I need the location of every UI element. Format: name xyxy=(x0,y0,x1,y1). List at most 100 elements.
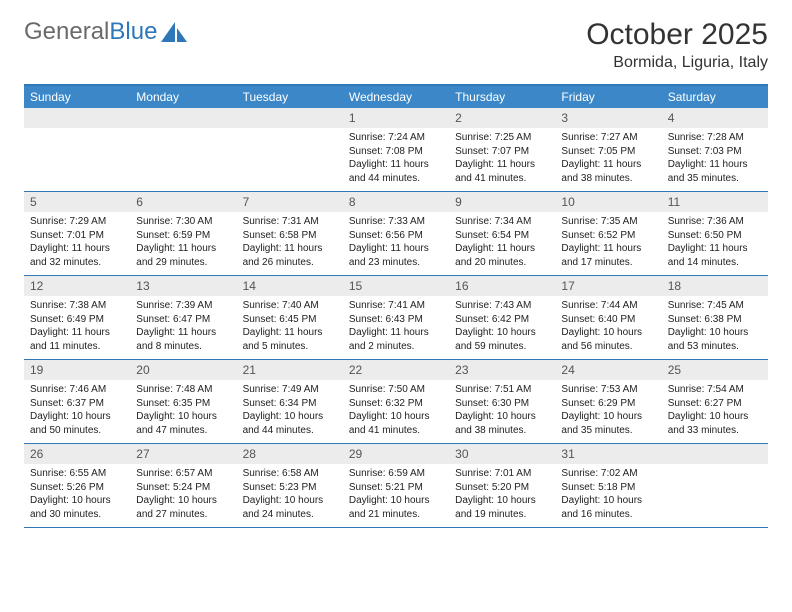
day-number: 16 xyxy=(449,276,555,296)
day-number: 4 xyxy=(662,108,768,128)
day-number: 21 xyxy=(237,360,343,380)
day-cell: 7Sunrise: 7:31 AMSunset: 6:58 PMDaylight… xyxy=(237,192,343,275)
daylight-text: Daylight: 10 hours and 19 minutes. xyxy=(455,494,549,521)
day-number: 31 xyxy=(555,444,661,464)
day-number: 3 xyxy=(555,108,661,128)
day-number: 1 xyxy=(343,108,449,128)
day-body: Sunrise: 7:25 AMSunset: 7:07 PMDaylight:… xyxy=(449,128,555,191)
day-number xyxy=(662,444,768,464)
day-number xyxy=(24,108,130,128)
day-number: 28 xyxy=(237,444,343,464)
sunrise-text: Sunrise: 7:48 AM xyxy=(136,383,230,397)
daylight-text: Daylight: 10 hours and 30 minutes. xyxy=(30,494,124,521)
daylight-text: Daylight: 11 hours and 14 minutes. xyxy=(668,242,762,269)
day-body: Sunrise: 7:51 AMSunset: 6:30 PMDaylight:… xyxy=(449,380,555,443)
daylight-text: Daylight: 11 hours and 5 minutes. xyxy=(243,326,337,353)
sunrise-text: Sunrise: 7:39 AM xyxy=(136,299,230,313)
day-number: 6 xyxy=(130,192,236,212)
sunset-text: Sunset: 6:56 PM xyxy=(349,229,443,243)
header: GeneralBlue October 2025 Bormida, Liguri… xyxy=(24,18,768,72)
daylight-text: Daylight: 10 hours and 44 minutes. xyxy=(243,410,337,437)
week-row: 1Sunrise: 7:24 AMSunset: 7:08 PMDaylight… xyxy=(24,108,768,192)
day-body: Sunrise: 7:44 AMSunset: 6:40 PMDaylight:… xyxy=(555,296,661,359)
day-cell xyxy=(237,108,343,191)
sunset-text: Sunset: 5:24 PM xyxy=(136,481,230,495)
sunset-text: Sunset: 5:21 PM xyxy=(349,481,443,495)
day-cell xyxy=(662,444,768,527)
month-title: October 2025 xyxy=(586,18,768,52)
day-number: 30 xyxy=(449,444,555,464)
day-number: 10 xyxy=(555,192,661,212)
day-number: 19 xyxy=(24,360,130,380)
sunrise-text: Sunrise: 7:51 AM xyxy=(455,383,549,397)
sunrise-text: Sunrise: 7:25 AM xyxy=(455,131,549,145)
day-header-sat: Saturday xyxy=(662,86,768,108)
day-header-row: Sunday Monday Tuesday Wednesday Thursday… xyxy=(24,86,768,108)
sunrise-text: Sunrise: 7:29 AM xyxy=(30,215,124,229)
sunset-text: Sunset: 7:03 PM xyxy=(668,145,762,159)
sunset-text: Sunset: 7:05 PM xyxy=(561,145,655,159)
week-row: 19Sunrise: 7:46 AMSunset: 6:37 PMDayligh… xyxy=(24,360,768,444)
day-body: Sunrise: 7:48 AMSunset: 6:35 PMDaylight:… xyxy=(130,380,236,443)
day-body: Sunrise: 7:50 AMSunset: 6:32 PMDaylight:… xyxy=(343,380,449,443)
sunrise-text: Sunrise: 7:44 AM xyxy=(561,299,655,313)
sunrise-text: Sunrise: 7:50 AM xyxy=(349,383,443,397)
day-number: 27 xyxy=(130,444,236,464)
day-number xyxy=(237,108,343,128)
daylight-text: Daylight: 11 hours and 44 minutes. xyxy=(349,158,443,185)
day-body: Sunrise: 7:53 AMSunset: 6:29 PMDaylight:… xyxy=(555,380,661,443)
day-body: Sunrise: 7:31 AMSunset: 6:58 PMDaylight:… xyxy=(237,212,343,275)
sunrise-text: Sunrise: 7:28 AM xyxy=(668,131,762,145)
day-body: Sunrise: 7:49 AMSunset: 6:34 PMDaylight:… xyxy=(237,380,343,443)
daylight-text: Daylight: 11 hours and 32 minutes. xyxy=(30,242,124,269)
sunset-text: Sunset: 7:08 PM xyxy=(349,145,443,159)
daylight-text: Daylight: 11 hours and 2 minutes. xyxy=(349,326,443,353)
daylight-text: Daylight: 10 hours and 24 minutes. xyxy=(243,494,337,521)
daylight-text: Daylight: 10 hours and 35 minutes. xyxy=(561,410,655,437)
logo-text: GeneralBlue xyxy=(24,18,157,46)
sunrise-text: Sunrise: 6:58 AM xyxy=(243,467,337,481)
logo-text-general: General xyxy=(24,18,109,45)
sunrise-text: Sunrise: 7:45 AM xyxy=(668,299,762,313)
sunset-text: Sunset: 6:47 PM xyxy=(136,313,230,327)
sunrise-text: Sunrise: 7:30 AM xyxy=(136,215,230,229)
sunset-text: Sunset: 6:42 PM xyxy=(455,313,549,327)
day-cell: 10Sunrise: 7:35 AMSunset: 6:52 PMDayligh… xyxy=(555,192,661,275)
day-cell: 15Sunrise: 7:41 AMSunset: 6:43 PMDayligh… xyxy=(343,276,449,359)
day-number: 12 xyxy=(24,276,130,296)
sunset-text: Sunset: 6:34 PM xyxy=(243,397,337,411)
day-cell: 16Sunrise: 7:43 AMSunset: 6:42 PMDayligh… xyxy=(449,276,555,359)
sunset-text: Sunset: 6:49 PM xyxy=(30,313,124,327)
day-body: Sunrise: 7:54 AMSunset: 6:27 PMDaylight:… xyxy=(662,380,768,443)
sunset-text: Sunset: 6:29 PM xyxy=(561,397,655,411)
sunrise-text: Sunrise: 7:46 AM xyxy=(30,383,124,397)
day-cell: 14Sunrise: 7:40 AMSunset: 6:45 PMDayligh… xyxy=(237,276,343,359)
day-number xyxy=(130,108,236,128)
day-number: 17 xyxy=(555,276,661,296)
calendar-page: GeneralBlue October 2025 Bormida, Liguri… xyxy=(0,0,792,546)
day-body: Sunrise: 7:30 AMSunset: 6:59 PMDaylight:… xyxy=(130,212,236,275)
day-cell: 21Sunrise: 7:49 AMSunset: 6:34 PMDayligh… xyxy=(237,360,343,443)
day-cell: 3Sunrise: 7:27 AMSunset: 7:05 PMDaylight… xyxy=(555,108,661,191)
sunrise-text: Sunrise: 7:40 AM xyxy=(243,299,337,313)
day-body: Sunrise: 6:57 AMSunset: 5:24 PMDaylight:… xyxy=(130,464,236,527)
title-block: October 2025 Bormida, Liguria, Italy xyxy=(586,18,768,72)
day-cell: 24Sunrise: 7:53 AMSunset: 6:29 PMDayligh… xyxy=(555,360,661,443)
day-body: Sunrise: 6:55 AMSunset: 5:26 PMDaylight:… xyxy=(24,464,130,527)
day-body: Sunrise: 7:38 AMSunset: 6:49 PMDaylight:… xyxy=(24,296,130,359)
sunset-text: Sunset: 6:52 PM xyxy=(561,229,655,243)
day-body: Sunrise: 7:43 AMSunset: 6:42 PMDaylight:… xyxy=(449,296,555,359)
daylight-text: Daylight: 10 hours and 56 minutes. xyxy=(561,326,655,353)
daylight-text: Daylight: 11 hours and 41 minutes. xyxy=(455,158,549,185)
day-cell: 23Sunrise: 7:51 AMSunset: 6:30 PMDayligh… xyxy=(449,360,555,443)
day-cell: 20Sunrise: 7:48 AMSunset: 6:35 PMDayligh… xyxy=(130,360,236,443)
day-body: Sunrise: 7:34 AMSunset: 6:54 PMDaylight:… xyxy=(449,212,555,275)
sunset-text: Sunset: 6:58 PM xyxy=(243,229,337,243)
sunset-text: Sunset: 6:45 PM xyxy=(243,313,337,327)
day-number: 8 xyxy=(343,192,449,212)
sunrise-text: Sunrise: 7:33 AM xyxy=(349,215,443,229)
day-cell: 31Sunrise: 7:02 AMSunset: 5:18 PMDayligh… xyxy=(555,444,661,527)
day-body: Sunrise: 7:45 AMSunset: 6:38 PMDaylight:… xyxy=(662,296,768,359)
week-row: 12Sunrise: 7:38 AMSunset: 6:49 PMDayligh… xyxy=(24,276,768,360)
daylight-text: Daylight: 10 hours and 50 minutes. xyxy=(30,410,124,437)
